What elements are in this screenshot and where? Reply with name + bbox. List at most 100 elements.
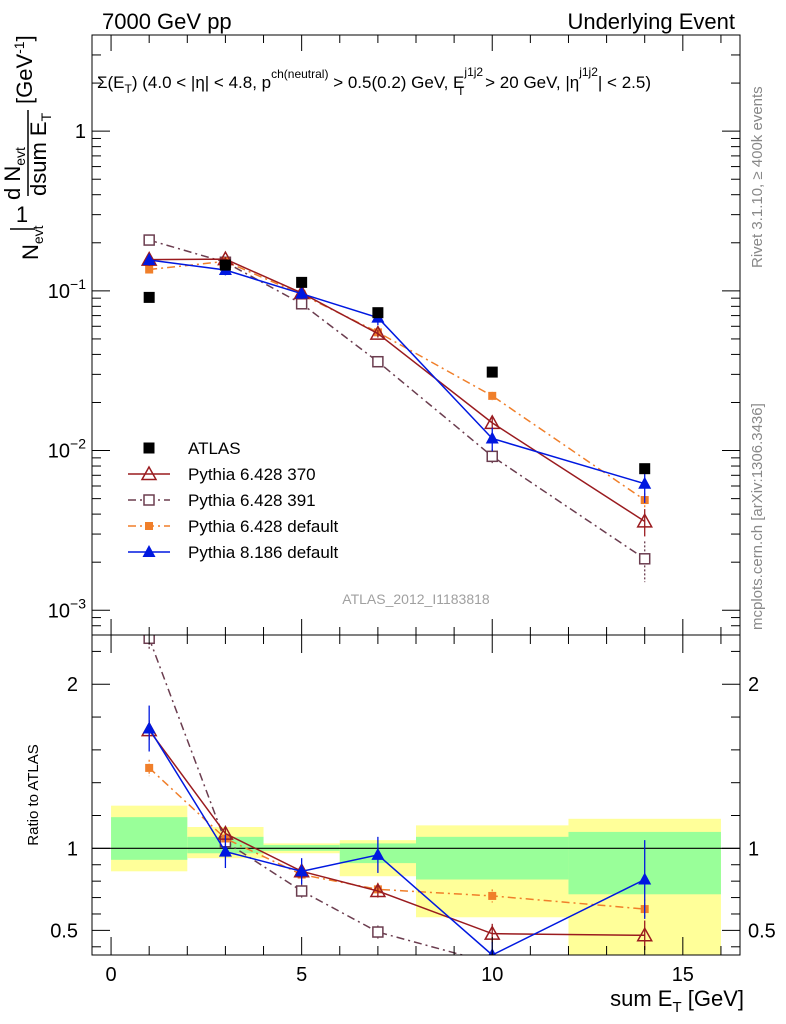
x-tick-label: 10 — [481, 964, 503, 986]
ylabel-dsum: dsum ET — [26, 112, 54, 196]
ylabel-dn: d Nevt — [0, 147, 28, 200]
main-y-tick-label: 10−3 — [48, 595, 86, 622]
legend-label-p6def: Pythia 6.428 default — [188, 517, 339, 536]
main-point-atlas — [639, 463, 651, 475]
main-point-atlas — [143, 291, 155, 303]
ratio-y-tick-label-left: 0.5 — [50, 920, 78, 942]
ylabel-unit: [GeV-1] — [11, 35, 37, 104]
ratio-y-tick-label-right: 1 — [748, 838, 759, 860]
legend-entry-atlas: ATLAS — [143, 439, 241, 458]
main-point-p370 — [636, 512, 653, 528]
legend-marker-p370 — [140, 465, 158, 481]
main-ylabel: 1 Nevt d Nevt dsum ET [GeV-1] — [0, 35, 54, 260]
main-point-p391 — [372, 355, 384, 368]
main-y-tick-base: 10 — [48, 441, 70, 463]
main-point-p370 — [369, 325, 387, 340]
ratio-point-p391 — [640, 963, 650, 973]
legend-entry-p370: Pythia 6.428 370 — [128, 465, 316, 484]
legend-marker-p6def — [145, 522, 153, 530]
main-line-p8def — [149, 259, 645, 485]
ratio-axes: 0.5 0.5 1 1 2 2 0 5 10 15 — [50, 635, 776, 986]
main-axes: 10−310−210−11 — [48, 34, 740, 636]
main-y-tick-label: 10−2 — [48, 436, 86, 463]
ratio-point-p8def — [638, 872, 652, 885]
ratio-point-p8def — [295, 864, 309, 877]
ratio-line-p370 — [148, 729, 645, 937]
legend-label-p391: Pythia 6.428 391 — [188, 491, 316, 510]
main-point-p391 — [638, 553, 651, 565]
legend-label-atlas: ATLAS — [188, 439, 241, 458]
ratio-band-green — [111, 817, 188, 860]
main-y-tick-exp: −3 — [70, 595, 86, 611]
ratio-y-tick-label-right: 2 — [748, 674, 759, 696]
legend-entry-p8def: Pythia 8.186 default — [128, 543, 339, 562]
ratio-band-green — [416, 836, 569, 880]
ratio-y-tick-label-left: 2 — [67, 674, 78, 696]
main-point-atlas — [296, 276, 308, 288]
ratio-point-p370 — [369, 882, 387, 898]
main-panel: 10−310−210−11 — [48, 34, 741, 636]
rivet-label: Rivet 3.1.10, ≥ 400k events — [749, 86, 766, 268]
header-right: Underlying Event — [567, 9, 735, 34]
main-y-tick-base: 1 — [75, 121, 86, 143]
legend-marker-p8def — [142, 545, 156, 557]
main-point-p8def — [638, 476, 652, 489]
ratio-y-tick-label-right: 0.5 — [748, 920, 776, 942]
ratio-point-p391 — [295, 885, 308, 897]
mcplots-label: mcplots.cern.ch [arXiv:1306.3436] — [749, 403, 766, 630]
main-point-p6def — [488, 391, 497, 400]
analysis-watermark: ATLAS_2012_I1183818 — [342, 591, 490, 607]
ratio-point-p8def — [371, 847, 385, 860]
ratio-ylabel: Ratio to ATLAS — [25, 744, 42, 845]
ratio-series-p8def — [142, 705, 652, 955]
main-point-p8def — [295, 286, 309, 299]
ratio-point-p6def — [145, 763, 154, 772]
main-point-p8def — [142, 253, 156, 266]
x-tick-label: 15 — [672, 964, 694, 986]
main-title: Σ(ET) (4.0 < |η| < 4.8, pch(neutral) > 0… — [97, 65, 651, 98]
main-series-layer — [140, 234, 653, 583]
ratio-point-p370 — [636, 926, 653, 942]
main-line-p370 — [149, 258, 646, 523]
ratio-point-p8def — [218, 844, 232, 857]
ratio-point-p391 — [372, 926, 384, 938]
main-y-tick-exp: −1 — [70, 276, 86, 292]
main-point-atlas — [486, 366, 498, 378]
ratio-line-p391 — [148, 638, 465, 955]
legend-marker-atlas — [143, 442, 155, 454]
legend-label-p370: Pythia 6.428 370 — [188, 465, 316, 484]
main-point-p6def — [145, 265, 154, 274]
ylabel-nevt: Nevt — [18, 225, 46, 260]
main-point-atlas — [372, 307, 384, 319]
main-point-p8def — [485, 431, 499, 444]
legend-marker-p391 — [143, 494, 155, 506]
main-series-atlas — [143, 259, 651, 475]
ratio-series-layer — [140, 635, 653, 973]
ratio-point-p8def — [142, 721, 156, 734]
main-point-atlas — [219, 259, 231, 271]
header-left: 7000 GeV pp — [102, 9, 232, 34]
main-point-p391 — [295, 298, 308, 310]
ratio-frame — [91, 634, 741, 956]
main-y-tick-base: 10 — [48, 600, 70, 622]
ratio-point-p6def — [488, 891, 497, 900]
ratio-y-tick-label-left: 1 — [67, 838, 78, 860]
main-point-p391 — [486, 450, 498, 463]
x-tick-label: 5 — [296, 964, 307, 986]
legend-entry-p6def: Pythia 6.428 default — [128, 517, 339, 536]
x-axis-label: sum ET [GeV] — [610, 986, 744, 1016]
legend-entry-p391: Pythia 6.428 391 — [128, 491, 316, 510]
main-point-p391 — [143, 234, 155, 246]
legend-label-p8def: Pythia 8.186 default — [188, 543, 339, 562]
legend: ATLAS Pythia 6.428 370 Pythia 6.428 391 Pyt… — [128, 439, 339, 562]
main-y-tick-label: 10−1 — [48, 276, 86, 303]
x-tick-label: 0 — [105, 964, 116, 986]
main-y-tick-label: 1 — [75, 121, 86, 143]
ylabel-one: 1 — [16, 202, 28, 227]
main-line-p391 — [148, 239, 646, 560]
main-y-tick-base: 10 — [48, 281, 70, 303]
ratio-panel: 0.5 0.5 1 1 2 2 0 5 10 15 — [50, 634, 776, 986]
main-y-tick-exp: −2 — [70, 436, 86, 452]
ratio-line-p8def — [148, 728, 646, 955]
